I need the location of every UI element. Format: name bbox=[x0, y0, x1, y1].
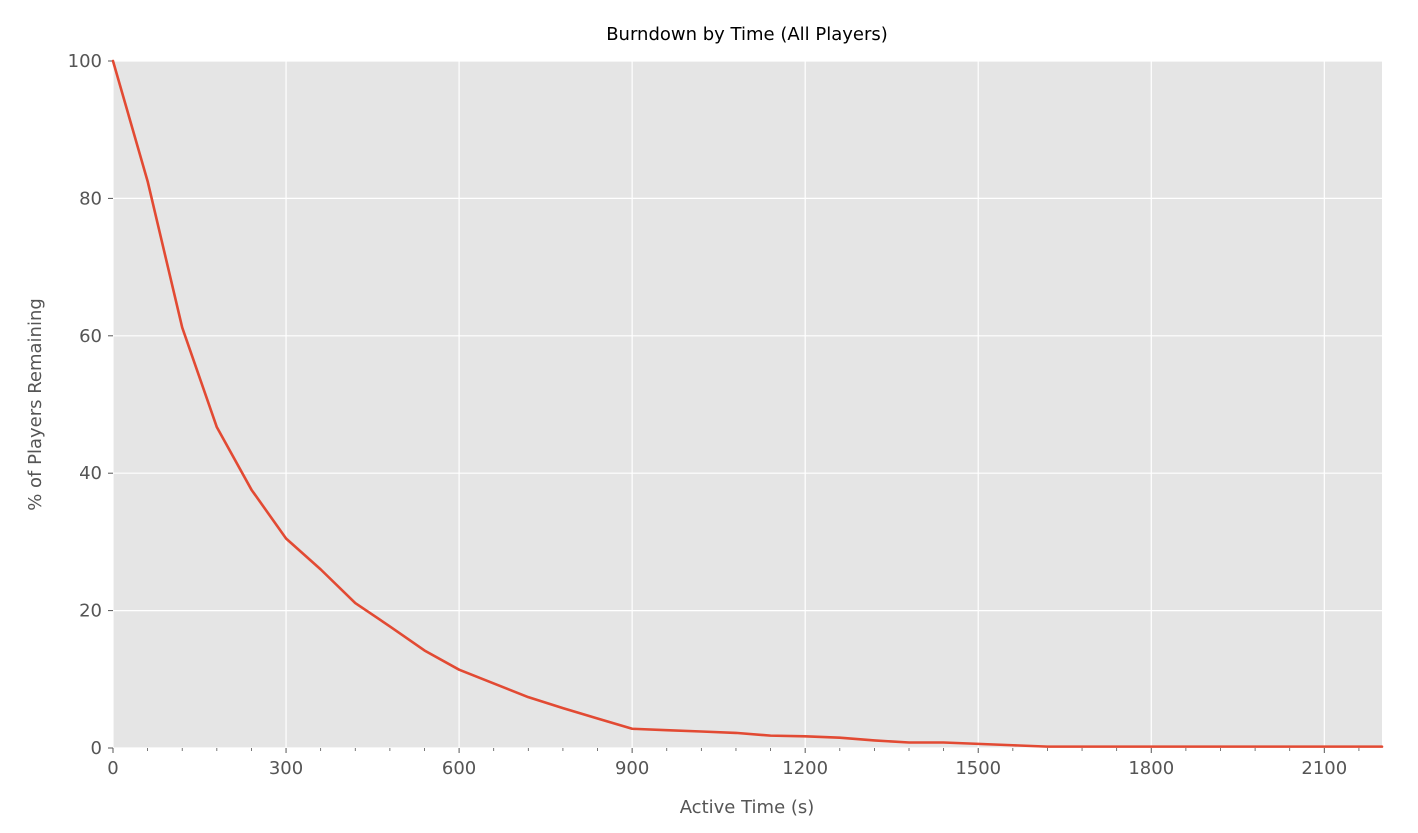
y-tick-labels: 0 20 40 60 80 100 bbox=[68, 51, 102, 759]
y-tick-label: 40 bbox=[79, 463, 102, 484]
y-tick-label: 100 bbox=[68, 51, 102, 72]
y-tick-label: 60 bbox=[79, 326, 102, 347]
x-tick-label: 1800 bbox=[1128, 758, 1174, 779]
x-tick-label: 300 bbox=[269, 758, 303, 779]
y-tick-label: 80 bbox=[79, 188, 102, 209]
chart-title: Burndown by Time (All Players) bbox=[606, 24, 888, 45]
tick-marks bbox=[108, 60, 1325, 753]
x-tick-label: 900 bbox=[615, 758, 649, 779]
plot-area bbox=[113, 61, 1382, 748]
series-layer bbox=[111, 59, 1384, 748]
x-tick-label: 600 bbox=[442, 758, 476, 779]
y-tick-label: 20 bbox=[79, 601, 102, 622]
x-tick-label: 1200 bbox=[782, 758, 828, 779]
x-tick-label: 1500 bbox=[955, 758, 1001, 779]
x-axis-label: Active Time (s) bbox=[680, 797, 815, 818]
y-tick-label: 0 bbox=[91, 738, 102, 759]
x-tick-label: 2100 bbox=[1301, 758, 1347, 779]
grid-lines bbox=[112, 60, 1382, 749]
x-tick-label: 0 bbox=[107, 758, 118, 779]
x-tick-labels: 0 300 600 900 1200 1500 1800 2100 bbox=[107, 758, 1347, 779]
series-line bbox=[111, 59, 1384, 748]
y-axis-label: % of Players Remaining bbox=[25, 298, 46, 511]
minor-ticks bbox=[147, 748, 1360, 751]
